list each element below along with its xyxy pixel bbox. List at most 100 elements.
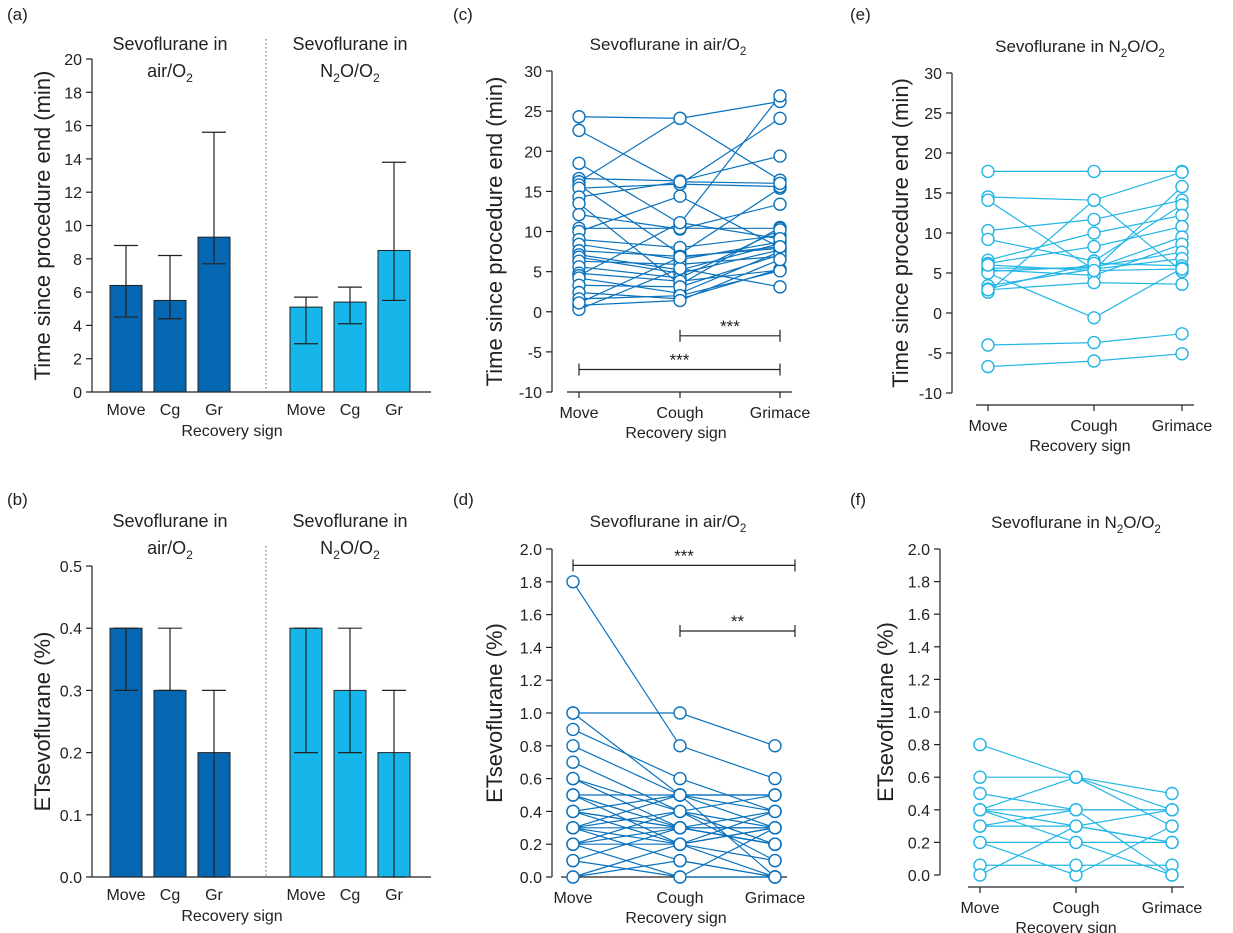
data-point	[673, 739, 687, 753]
significance-label: ***	[674, 546, 694, 565]
y-tick-label: 1.0	[908, 705, 930, 722]
x-tick-label: Grimace	[1152, 418, 1213, 435]
data-point	[981, 164, 995, 179]
data-point	[572, 123, 586, 138]
panel-label: (a)	[7, 5, 28, 24]
panel-b: (b) 0.0 0.1 0.2 0.3 0.4 0.5 ETsevoflurane (%) Mo…	[7, 490, 431, 925]
subject-line	[987, 281, 1183, 291]
x-tick-label: Move	[960, 900, 999, 917]
y-tick-label: 15	[924, 186, 942, 203]
data-point	[1165, 835, 1179, 850]
y-axis-label: ETsevoflurane (%)	[482, 623, 507, 803]
x-tick-label: Grimace	[1142, 900, 1203, 917]
data-point	[1069, 770, 1083, 784]
data-point	[566, 788, 580, 802]
y-tick-label: 0.2	[908, 835, 930, 852]
data-point	[673, 788, 687, 802]
group-title-n2o-line2-part: N	[320, 538, 333, 558]
x-tick-label: Move	[559, 405, 598, 422]
x-axis-label: Recovery sign	[181, 423, 282, 440]
x-tick-label: Move	[286, 402, 325, 419]
panel-e: (e) Move Cough Grimace -10 -5 0 5 10 15 20 25 30 Time…	[850, 5, 1212, 455]
data-point	[566, 755, 580, 769]
group-title-air-line2: air/O2	[147, 61, 193, 85]
data-point	[673, 111, 687, 126]
x-axis-label: Recovery sign	[181, 908, 282, 925]
data-point	[566, 821, 580, 835]
y-tick-label: 2.0	[520, 542, 542, 559]
x-axis-label: Recovery sign	[1029, 438, 1130, 455]
y-tick-label: 0.6	[908, 770, 930, 787]
data-point	[773, 149, 787, 163]
x-tick-label: Cough	[1052, 900, 1099, 917]
panel-label: (f)	[850, 490, 866, 509]
data-point	[1165, 803, 1179, 817]
data-point	[1069, 819, 1083, 833]
x-tick-label: Grimace	[750, 405, 811, 422]
panel-title: Sevoflurane in N2O/O2	[991, 513, 1161, 536]
group-title-n2o-line2: N2O/O2	[320, 61, 380, 85]
data-point	[1069, 803, 1083, 817]
x-tick-label: Cg	[340, 402, 360, 419]
y-tick-label: 20	[64, 52, 82, 69]
x-tick-label: Cough	[1070, 418, 1117, 435]
data-point	[1087, 263, 1101, 278]
x-tick-label: Gr	[205, 887, 223, 904]
group-title-n2o-line2-part: 2	[373, 548, 380, 562]
data-point	[572, 296, 586, 310]
y-tick-label: 10	[64, 219, 82, 236]
data-point	[673, 837, 687, 851]
data-point	[773, 197, 787, 211]
y-tick-label: 16	[64, 119, 82, 136]
data-point	[566, 706, 580, 720]
data-point	[572, 196, 586, 211]
data-point	[572, 110, 586, 124]
data-point	[673, 870, 687, 884]
data-point	[773, 252, 787, 267]
data-point	[981, 283, 995, 297]
panel-title: Sevoflurane in air/O2	[590, 35, 747, 58]
panel-title-part: Sevoflurane in N	[991, 513, 1117, 532]
x-tick-label: Cough	[656, 405, 703, 422]
x-tick-label: Move	[968, 418, 1007, 435]
y-tick-label: 25	[524, 104, 542, 121]
subject-line	[578, 117, 781, 183]
data-point	[1175, 327, 1189, 341]
data-point	[1087, 212, 1101, 227]
significance-label: **	[731, 612, 745, 631]
data-point	[566, 870, 580, 884]
data-point	[1175, 262, 1189, 276]
data-point	[673, 215, 687, 230]
y-tick-label: 0.6	[520, 772, 542, 789]
significance-label: ***	[720, 317, 740, 336]
significance-label: ***	[670, 351, 690, 370]
y-tick-label: 6	[73, 285, 82, 302]
data-point	[773, 89, 787, 103]
y-tick-label: 25	[924, 106, 942, 123]
data-point	[773, 176, 787, 191]
subject-line	[572, 712, 775, 796]
y-tick-label: 0.4	[908, 803, 930, 820]
y-tick-label: 1.6	[520, 608, 542, 625]
data-point	[1087, 193, 1101, 207]
data-point	[1087, 335, 1101, 350]
data-point	[572, 207, 586, 222]
y-tick-label: 0.8	[908, 738, 930, 755]
y-tick-label: 0	[533, 305, 542, 322]
data-point	[768, 788, 782, 802]
group-title-air-line2-part: 2	[186, 548, 193, 562]
subject-line	[572, 581, 776, 780]
panel-a: (a) 0 2 4 6 8 10 12 14 16 18 20 Time since procedure…	[7, 5, 431, 440]
y-tick-label: 1.4	[520, 640, 542, 657]
y-tick-label: 12	[64, 185, 82, 202]
x-axis-label: Recovery sign	[625, 910, 726, 927]
y-tick-label: 2	[73, 352, 82, 369]
data-point	[1165, 786, 1179, 801]
y-tick-label: -10	[919, 386, 942, 403]
data-point	[566, 853, 580, 868]
data-point	[1175, 277, 1189, 291]
subject-line	[987, 214, 1183, 261]
x-tick-label: Gr	[205, 402, 223, 419]
x-tick-label: Gr	[385, 402, 403, 419]
y-tick-label: 1.8	[520, 575, 542, 592]
